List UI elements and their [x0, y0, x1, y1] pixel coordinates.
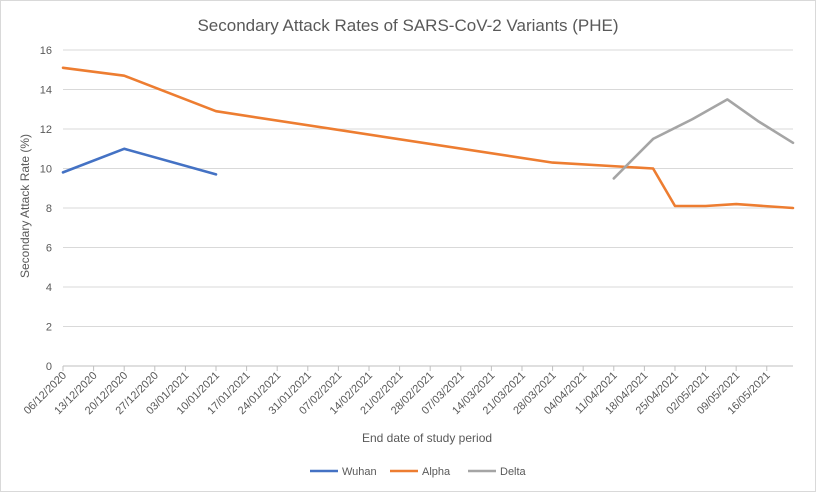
legend: Wuhan Alpha Delta	[310, 466, 527, 478]
legend-label-delta: Delta	[500, 466, 527, 478]
y-tick-label: 2	[46, 322, 52, 334]
y-tick-label: 0	[46, 361, 52, 373]
y-tick-label: 14	[40, 85, 52, 97]
series-line-delta	[612, 98, 795, 180]
y-tick-label: 16	[40, 45, 52, 57]
y-axis-ticks: 0 2 4 6 8 10 12 14 16	[40, 45, 52, 373]
y-tick-label: 6	[46, 243, 52, 255]
x-axis-label: End date of study period	[362, 431, 492, 445]
series-line-wuhan	[61, 147, 218, 176]
series-line-alpha	[61, 66, 795, 210]
legend-label-wuhan: Wuhan	[342, 466, 377, 478]
y-tick-label: 8	[46, 203, 52, 215]
series-lines	[61, 66, 795, 210]
gridlines	[63, 49, 793, 367]
y-tick-label: 4	[46, 282, 52, 294]
y-axis-label: Secondary Attack Rate (%)	[18, 134, 32, 278]
legend-label-alpha: Alpha	[422, 466, 451, 478]
y-tick-label: 12	[40, 124, 52, 136]
chart-title: Secondary Attack Rates of SARS-CoV-2 Var…	[197, 16, 618, 35]
y-tick-label: 10	[40, 164, 52, 176]
x-axis-ticks: 06/12/202013/12/202020/12/202027/12/2020…	[22, 366, 773, 417]
